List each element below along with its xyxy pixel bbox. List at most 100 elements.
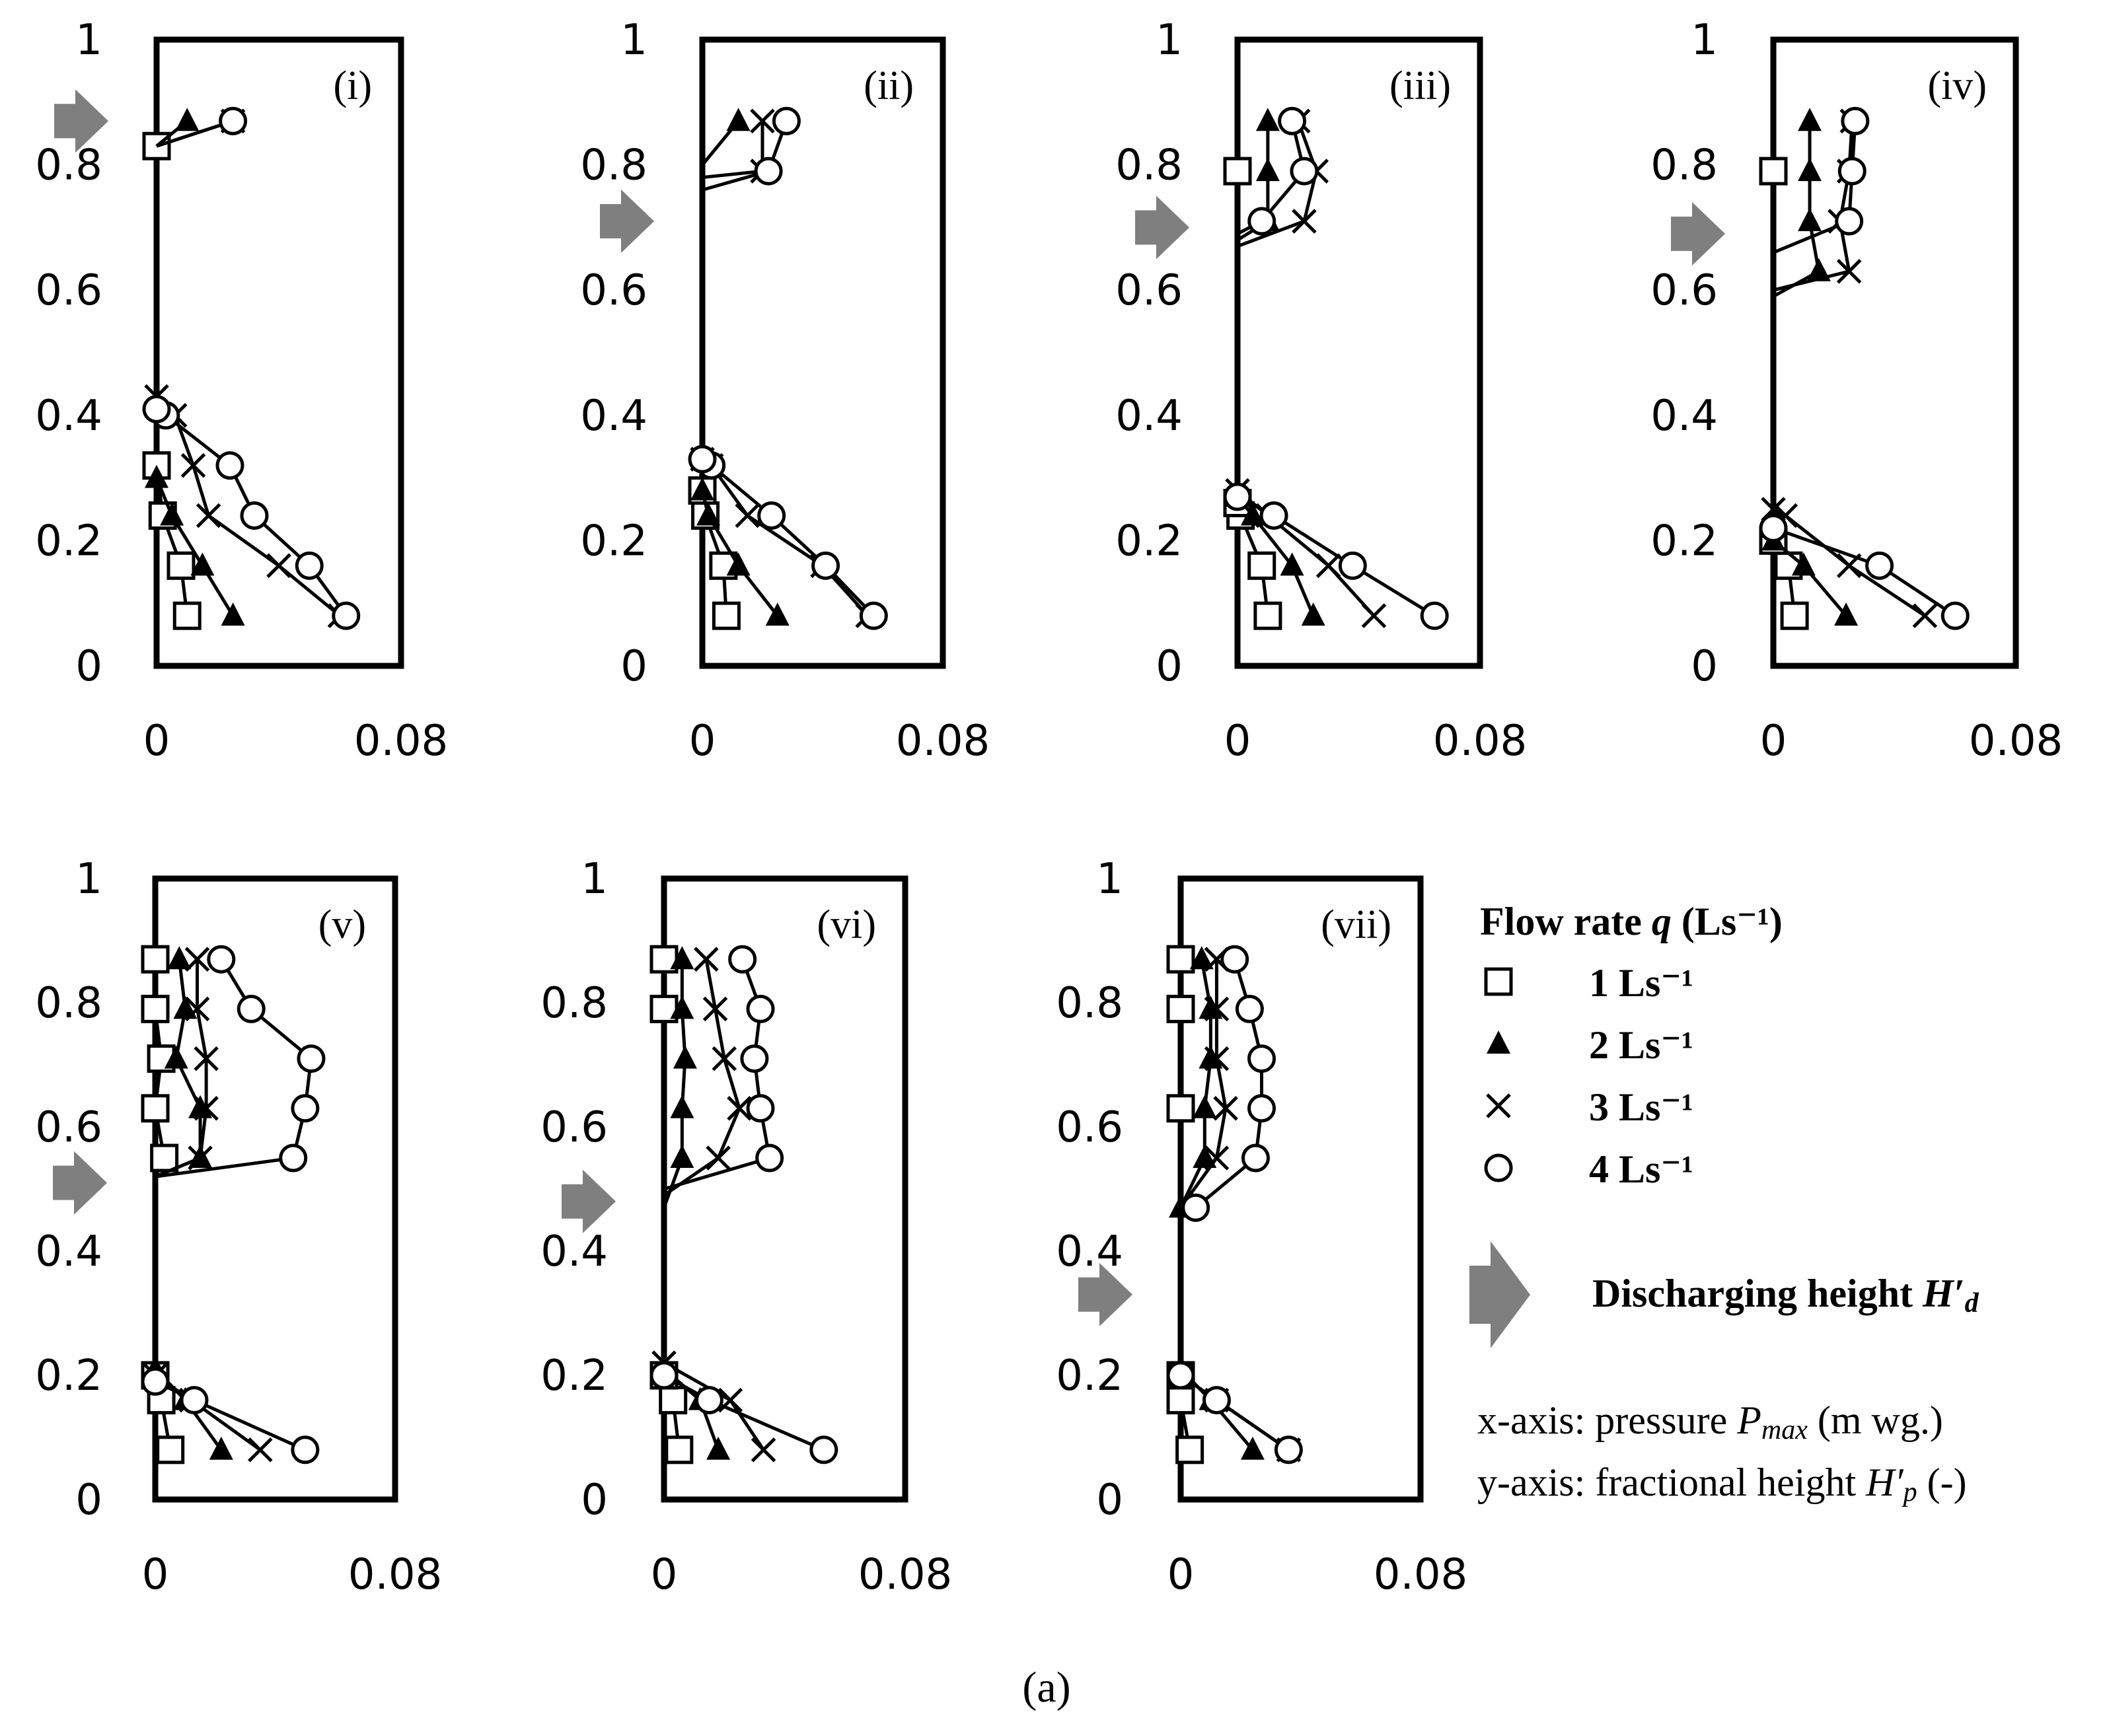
- panel-1-ytick-label: 1: [75, 16, 102, 65]
- panel-2-series-2-point: [726, 108, 751, 131]
- panel-6-series-3-point-stroke-b: [694, 947, 719, 972]
- panel-3-series-3-upper-line: [1237, 120, 1318, 248]
- panel-5-series-2-point: [167, 946, 192, 970]
- panel-3-frame: [1234, 36, 1483, 669]
- panel-2-series-4-point: [811, 551, 840, 580]
- panel-4-series-4: [1759, 106, 1970, 630]
- panel-2-series-2-lower-line: [700, 489, 779, 617]
- panel-5-ytick-label: 0.8: [35, 979, 102, 1028]
- panel-4: 0 0.2 0.4 0.6 0.8 1 0 0.08 (iv): [1650, 16, 2063, 766]
- panel-3-series-4: [1223, 106, 1449, 630]
- panel-5-series-3-upper-line: [155, 959, 208, 1178]
- panel-1-series-1-point: [166, 551, 196, 580]
- panel-5-series-3-point-stroke-b: [188, 1145, 213, 1171]
- panel-1-series-2-point: [190, 552, 215, 576]
- panel-2: 0 0.2 0.4 0.6 0.8 1 0 0.08 (ii): [580, 16, 990, 766]
- panel-6-series-4-point: [649, 1361, 679, 1390]
- panel-6: 0 0.2 0.4 0.6 0.8 1 0 0.08 (vi): [540, 855, 952, 1599]
- x-axis-note: x-axis: pressure Pmax (m wg.): [1477, 1398, 1943, 1445]
- panel-1-series-2-point: [221, 602, 245, 626]
- panel-7-series-1-point: [1166, 1094, 1195, 1123]
- panel-5-series-3-point-stroke-b: [194, 1096, 219, 1121]
- panel-4-series-3-point: [1836, 258, 1862, 284]
- panel-5: 0 0.2 0.4 0.6 0.8 1 0 0.08 (v): [35, 855, 442, 1599]
- panel-1-series-4-point: [295, 551, 324, 580]
- panel-6-series-2-point: [670, 946, 694, 970]
- panel-1-series-4-point: [219, 106, 248, 135]
- panel-1-series-3-point: [180, 452, 206, 478]
- panel-6-series-2-point: [670, 1145, 694, 1168]
- panel-4-ytick-label: 0.4: [1650, 392, 1718, 441]
- panel-4-label: (iv): [1927, 63, 1987, 108]
- panel-1-series-2: [145, 108, 245, 626]
- panel-3-series-2-point: [1280, 552, 1304, 576]
- panel-6-ytick-label: 0.8: [540, 979, 608, 1028]
- panel-1-series-4-point: [142, 394, 171, 423]
- panel-6-series-3-upper-line: [663, 958, 741, 1197]
- panel-7-frame: [1177, 875, 1424, 1503]
- panel-5-series-4-point: [141, 1367, 170, 1396]
- panel-3-series-2-point: [1255, 108, 1280, 131]
- panel-5-series-4-point: [279, 1143, 308, 1173]
- panel-2-series-2-point: [690, 477, 714, 501]
- panel-1-xtick-label: 0: [143, 717, 170, 766]
- panel-6-series-3-point: [706, 1145, 731, 1171]
- panel-5-series-3-point: [194, 1046, 219, 1071]
- panel-6-discharge-arrow-icon: [562, 1169, 616, 1233]
- panel-5-series-3-point: [184, 996, 210, 1022]
- panel-3-series-3-point-stroke-b: [1292, 209, 1317, 234]
- panel-7-series-3-point-stroke-b: [1204, 1046, 1230, 1071]
- panel-2-discharge-arrow-icon: [600, 189, 654, 253]
- panel-4-series-4-point: [1865, 551, 1894, 580]
- panel-3-discharge-arrow-icon: [1135, 196, 1189, 260]
- panel-3-ytick-label: 0.8: [1115, 141, 1183, 190]
- panel-3-series-4-point: [1278, 106, 1307, 135]
- panel-6-series-4-point: [694, 1386, 723, 1415]
- legend-item-1: 1 Ls⁻¹: [1484, 961, 1693, 1005]
- panel-3-ytick-label: 0.4: [1115, 392, 1183, 441]
- panel-1-series-4-point: [332, 601, 361, 630]
- panel-6-series-4-point: [740, 1044, 769, 1073]
- panel-7-series-2-point: [1189, 946, 1214, 970]
- panel-4-series-3-point: [1912, 603, 1938, 628]
- panel-5-ytick-label: 0: [75, 1476, 102, 1525]
- panel-1-ytick-label: 0.2: [35, 517, 102, 565]
- panel-7-ytick-label: 0.6: [1056, 1103, 1123, 1152]
- panel-5-ytick-label: 0.2: [35, 1352, 102, 1400]
- panel-4-series-2-point: [1798, 207, 1822, 231]
- panel-2-series-2: [690, 108, 790, 626]
- panel-6-series-4-point: [728, 945, 757, 974]
- panel-2-series-4-point: [688, 445, 717, 474]
- panel-7-ytick-label: 0.4: [1056, 1227, 1123, 1276]
- legend-cross-marker: [1486, 1093, 1511, 1118]
- panel-5-series-3-point-stroke-b: [184, 996, 210, 1022]
- panel-5-series-3-point-stroke-b: [194, 1046, 219, 1071]
- panel-4-series-3-point-stroke-b: [1836, 258, 1862, 284]
- panel-4-series-4-point: [1759, 513, 1788, 542]
- panel-4-series-2-point: [1798, 158, 1822, 182]
- panel-1-ytick-label: 0.8: [35, 141, 102, 190]
- panel-2-series-4-point: [859, 601, 888, 630]
- panel-1-series-2-point: [145, 464, 168, 488]
- panel-3-ytick-label: 0.6: [1115, 266, 1183, 315]
- panel-3-label: (iii): [1389, 63, 1451, 108]
- panel-6-series-2-point: [670, 1095, 694, 1118]
- panel-5-series-4: [141, 945, 326, 1465]
- panel-3-series-3-point-stroke-b: [1361, 603, 1387, 628]
- panel-5-series-3-point-stroke-b: [248, 1437, 273, 1463]
- panel-1-discharge-arrow-icon: [54, 89, 108, 153]
- panel-7-series-4-point: [1181, 1193, 1210, 1222]
- panel-5-ytick-label: 0.4: [35, 1227, 102, 1276]
- panel-1-frame: [153, 36, 404, 669]
- panel-4-series-4-point: [1941, 601, 1970, 630]
- panel-6-xtick-label: 0.08: [858, 1550, 953, 1599]
- legend-item-label: 3 Ls⁻¹: [1589, 1085, 1693, 1129]
- panel-4-ytick-label: 0.8: [1650, 141, 1718, 190]
- panel-5-frame: [152, 875, 398, 1503]
- panel-2-series-3-point: [750, 108, 775, 134]
- panel-5-series-4-point: [207, 945, 236, 974]
- panel-7-series-3-point: [1204, 1046, 1230, 1071]
- panel-5-series-2-point: [164, 1045, 188, 1069]
- panel-5-xtick-label: 0.08: [348, 1550, 443, 1599]
- panel-2-label: (ii): [864, 63, 914, 108]
